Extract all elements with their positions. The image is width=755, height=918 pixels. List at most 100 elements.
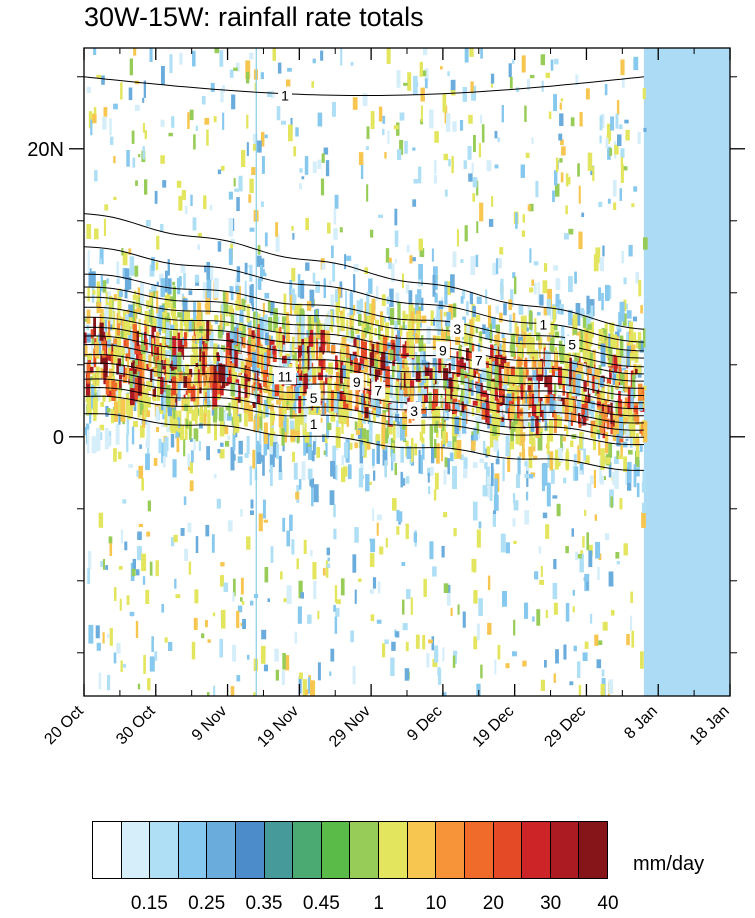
rain-cell [507, 408, 510, 421]
rain-cell [415, 332, 420, 344]
rain-cell [376, 398, 380, 418]
rain-cell [468, 114, 473, 124]
rain-cell [206, 129, 209, 146]
rain-cell [146, 410, 150, 417]
rain-cell [568, 398, 573, 412]
rain-cell [386, 382, 391, 395]
rain-cell [369, 589, 374, 594]
rain-cell [442, 647, 445, 662]
rain-cell [369, 352, 372, 377]
rain-cell [628, 409, 633, 430]
rain-cell [177, 352, 182, 373]
colorbar-level-label: 20 [482, 893, 504, 914]
rain-cell [221, 364, 226, 389]
rain-cell [220, 165, 225, 171]
rain-cell [275, 234, 280, 252]
rain-cell [535, 415, 539, 435]
rain-cell [571, 386, 576, 405]
rain-cell [374, 358, 378, 370]
rain-cell [371, 322, 374, 334]
rain-cell [226, 413, 232, 421]
rain-cell [406, 589, 411, 599]
rain-cell [539, 579, 544, 585]
rain-cell [301, 461, 306, 481]
rain-cell [572, 360, 578, 379]
colorbar [92, 821, 608, 879]
rain-cell [623, 166, 628, 171]
rain-cell [324, 318, 330, 331]
rain-cell [496, 364, 502, 386]
rain-cell [492, 514, 496, 527]
rain-cell [583, 381, 587, 392]
rain-cell [360, 464, 364, 470]
rain-cell [84, 332, 87, 344]
rain-cell [406, 331, 410, 354]
rain-cell [568, 309, 573, 326]
rain-cell [213, 116, 217, 123]
rain-cell [556, 397, 561, 415]
rain-cell [427, 467, 432, 476]
rain-cell [398, 511, 403, 523]
rain-cell [421, 70, 427, 77]
rain-cell [377, 369, 381, 376]
rain-cell [196, 309, 202, 328]
rain-cell [170, 296, 176, 302]
rain-cell [150, 368, 154, 382]
rain-cell [248, 404, 253, 422]
rain-cell [443, 153, 448, 161]
rain-cell [281, 427, 285, 446]
rain-cell [177, 338, 183, 352]
rain-cell [413, 179, 419, 184]
rain-cell [352, 97, 358, 110]
rain-cell [623, 456, 627, 472]
rain-cell [371, 366, 374, 382]
rain-cell [272, 48, 276, 61]
rain-cell [495, 365, 499, 388]
rain-cell [160, 223, 164, 232]
rain-cell [163, 312, 167, 327]
rain-cell [219, 50, 224, 67]
rain-cell [364, 302, 368, 312]
rain-cell [257, 278, 262, 290]
rain-cell [402, 344, 407, 359]
rain-cell [93, 351, 97, 368]
rain-cell [331, 344, 336, 355]
rain-cell [403, 82, 408, 86]
rain-cell [217, 325, 223, 339]
rain-cell [258, 313, 261, 334]
rain-cell [237, 605, 243, 613]
rain-cell [303, 405, 309, 430]
rain-cell [413, 532, 417, 543]
rain-cell [589, 374, 592, 394]
rain-cell [131, 426, 135, 445]
rain-cell [228, 218, 233, 237]
rain-cell [508, 63, 512, 78]
rain-cell [598, 640, 603, 645]
rain-cell [471, 407, 475, 417]
rain-cell [96, 281, 100, 303]
rain-cell [434, 439, 437, 459]
rain-cell [199, 348, 202, 362]
rain-cell [568, 276, 573, 293]
rain-cell [355, 389, 360, 398]
rain-cell [319, 379, 324, 401]
rain-cell [639, 340, 644, 353]
rain-cell [209, 364, 214, 389]
contour-label: 3 [453, 321, 461, 337]
rain-cell [541, 80, 544, 92]
rain-cell [435, 406, 441, 421]
rain-cell [292, 451, 295, 462]
rain-cell [394, 258, 397, 264]
contour-line [84, 246, 644, 343]
rain-cell [349, 293, 354, 315]
rain-cell [561, 146, 566, 156]
rain-cell [591, 400, 595, 411]
rain-cell [489, 483, 493, 501]
rain-cell [405, 284, 410, 294]
rain-cell [102, 116, 107, 130]
rain-cell [599, 458, 602, 483]
rain-cell [307, 614, 312, 624]
rain-cell [276, 106, 281, 121]
rain-cell [521, 230, 526, 237]
rain-cell [295, 415, 300, 430]
